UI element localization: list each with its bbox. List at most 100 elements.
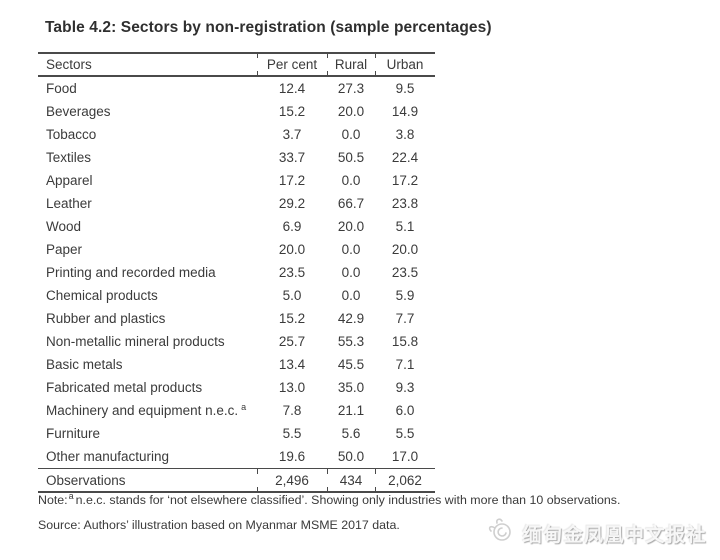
observations-urban: 2,062 [375, 467, 435, 493]
urban-value: 5.5 [395, 426, 415, 441]
per-cent-value: 20.0 [278, 242, 306, 257]
table-row: Furniture 5.5 5.6 5.5 [38, 422, 435, 445]
rural-value: 20.0 [337, 219, 365, 234]
table-row: Wood 6.9 20.0 5.1 [38, 215, 435, 238]
note-footnote-marker: a [68, 490, 74, 501]
header-sectors: Sectors [46, 57, 92, 72]
urban-value: 17.0 [391, 449, 419, 464]
table-row: Apparel 17.2 0.0 17.2 [38, 169, 435, 192]
sector-name: Other manufacturing [46, 449, 170, 464]
table-row: Leather 29.2 66.7 23.8 [38, 192, 435, 215]
rural-value: 55.3 [337, 334, 365, 349]
per-cent-value: 3.7 [282, 127, 302, 142]
urban-value: 5.1 [395, 219, 415, 234]
per-cent-value: 5.5 [282, 426, 302, 441]
per-cent-value: 29.2 [278, 196, 306, 211]
table-row: Food 12.4 27.3 9.5 [38, 77, 435, 100]
observations-label: Observations [46, 472, 126, 488]
per-cent-value: 15.2 [278, 311, 306, 326]
table-row: Fabricated metal products 13.0 35.0 9.3 [38, 376, 435, 399]
per-cent-value: 12.4 [278, 81, 306, 96]
rural-value: 0.0 [341, 265, 361, 280]
observations-per-cent: 2,496 [257, 467, 327, 493]
phoenix-logo-icon [485, 515, 515, 552]
sector-name: Chemical products [46, 288, 158, 303]
rural-value: 50.5 [337, 150, 365, 165]
sector-name: Machinery and equipment n.e.c. a [46, 401, 247, 418]
per-cent-value: 6.9 [282, 219, 302, 234]
per-cent-value: 17.2 [278, 173, 306, 188]
table-row: Tobacco 3.7 0.0 3.8 [38, 123, 435, 146]
urban-value: 17.2 [391, 173, 419, 188]
table-row: Basic metals 13.4 45.5 7.1 [38, 353, 435, 376]
table-note: Note:a n.e.c. stands for ‘not elsewhere c… [38, 490, 621, 507]
source-line: Source: Authors’ illustration based on M… [38, 518, 400, 532]
rural-value: 0.0 [341, 173, 361, 188]
sector-name: Tobacco [46, 127, 97, 142]
table-row: Textiles 33.7 50.5 22.4 [38, 146, 435, 169]
urban-value: 15.8 [391, 334, 419, 349]
table-row: Machinery and equipment n.e.c. a 7.8 21.1 6.… [38, 399, 435, 422]
urban-value: 23.8 [391, 196, 419, 211]
urban-value: 7.7 [395, 311, 415, 326]
header-per-cent: Per cent [257, 52, 327, 77]
urban-value: 6.0 [395, 403, 415, 418]
table-row: Beverages 15.2 20.0 14.9 [38, 100, 435, 123]
sector-name: Paper [46, 242, 83, 257]
sector-name: Furniture [46, 426, 101, 441]
per-cent-value: 13.0 [278, 380, 306, 395]
per-cent-value: 25.7 [278, 334, 306, 349]
table-row: Rubber and plastics 15.2 42.9 7.7 [38, 307, 435, 330]
header-urban: Urban [375, 52, 435, 77]
sector-name: Basic metals [46, 357, 123, 372]
sector-name: Rubber and plastics [46, 311, 166, 326]
watermark-text: 缅甸金凤凰中文报社 [522, 525, 707, 546]
rural-value: 42.9 [337, 311, 365, 326]
per-cent-value: 5.0 [282, 288, 302, 303]
rural-value: 35.0 [337, 380, 365, 395]
urban-value: 9.5 [395, 81, 415, 96]
sector-name: Wood [46, 219, 82, 234]
rural-value: 21.1 [337, 403, 365, 418]
urban-value: 20.0 [391, 242, 419, 257]
urban-value: 14.9 [391, 104, 419, 119]
watermark: 缅甸金凤凰中文报社 [485, 515, 707, 552]
rural-value: 50.0 [337, 449, 365, 464]
table-row: Chemical products 5.0 0.0 5.9 [38, 284, 435, 307]
table-body: Food 12.4 27.3 9.5 Beverages 15.2 20.0 14.9 Toba… [38, 77, 435, 468]
sector-name: Textiles [46, 150, 92, 165]
note-text: n.e.c. stands for ‘not elsewhere classif… [75, 493, 621, 507]
rural-value: 27.3 [337, 81, 365, 96]
per-cent-value: 13.4 [278, 357, 306, 372]
rural-value: 45.5 [337, 357, 365, 372]
rural-value: 20.0 [337, 104, 365, 119]
urban-value: 9.3 [395, 380, 415, 395]
sector-name: Non-metallic mineral products [46, 334, 225, 349]
urban-value: 23.5 [391, 265, 419, 280]
per-cent-value: 33.7 [278, 150, 306, 165]
rural-value: 5.6 [341, 426, 361, 441]
urban-value: 5.9 [395, 288, 415, 303]
per-cent-value: 15.2 [278, 104, 306, 119]
observations-row: Observations 2,496 434 2,062 [38, 467, 435, 493]
table-title: Table 4.2: Sectors by non-registration (… [45, 19, 492, 36]
rural-value: 0.0 [341, 127, 361, 142]
sector-name: Fabricated metal products [46, 380, 203, 395]
urban-value: 7.1 [395, 357, 415, 372]
sector-name: Printing and recorded media [46, 265, 216, 280]
urban-value: 3.8 [395, 127, 415, 142]
header-rural: Rural [327, 52, 375, 77]
table-row: Non-metallic mineral products 25.7 55.3 15.… [38, 330, 435, 353]
observations-rural: 434 [327, 467, 375, 493]
rural-value: 0.0 [341, 288, 361, 303]
sector-name: Food [46, 81, 77, 96]
rural-value: 66.7 [337, 196, 365, 211]
per-cent-value: 19.6 [278, 449, 306, 464]
table-header-row: Sectors Per cent Rural Urban [38, 52, 435, 77]
note-prefix: Note: [38, 493, 68, 507]
sector-name: Apparel [46, 173, 93, 188]
table-row: Printing and recorded media 23.5 0.0 23.5 [38, 261, 435, 284]
per-cent-value: 23.5 [278, 265, 306, 280]
nec-footnote-marker: a [241, 401, 247, 412]
sectors-table: Sectors Per cent Rural Urban Food 12.4 27.… [38, 52, 435, 493]
